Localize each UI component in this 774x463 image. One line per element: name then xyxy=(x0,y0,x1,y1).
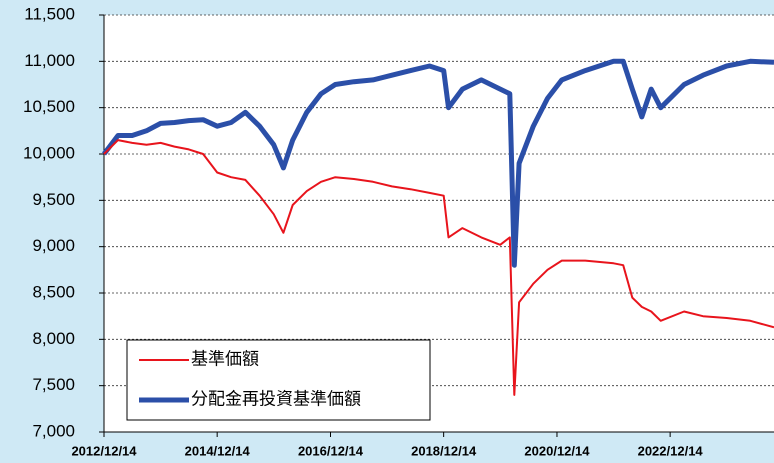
x-tick-label: 2012/12/14 xyxy=(71,443,137,458)
y-tick-label: 11,500 xyxy=(24,4,75,23)
y-tick-label: 8,500 xyxy=(32,282,75,301)
y-tick-label: 8,000 xyxy=(32,329,75,348)
y-tick-label: 10,500 xyxy=(23,97,75,116)
x-tick-label: 2020/12/14 xyxy=(524,443,590,458)
y-tick-label: 11,000 xyxy=(24,51,75,70)
legend-box xyxy=(126,339,431,421)
y-tick-label: 7,000 xyxy=(32,421,75,440)
y-tick-label: 10,000 xyxy=(23,143,75,162)
y-tick-label: 7,500 xyxy=(32,375,75,394)
x-tick-label: 2014/12/14 xyxy=(185,443,251,458)
series-line xyxy=(103,139,774,396)
x-tick-label: 2018/12/14 xyxy=(411,443,477,458)
x-tick-label: 2022/12/14 xyxy=(638,443,704,458)
y-tick-label: 9,000 xyxy=(32,236,75,255)
legend-label: 基準価額 xyxy=(191,349,259,368)
legend-label: 分配金再投資基準価額 xyxy=(191,389,361,408)
y-tick-label: 9,500 xyxy=(32,190,75,209)
x-tick-label: 2016/12/14 xyxy=(298,443,364,458)
series-line xyxy=(102,58,774,268)
